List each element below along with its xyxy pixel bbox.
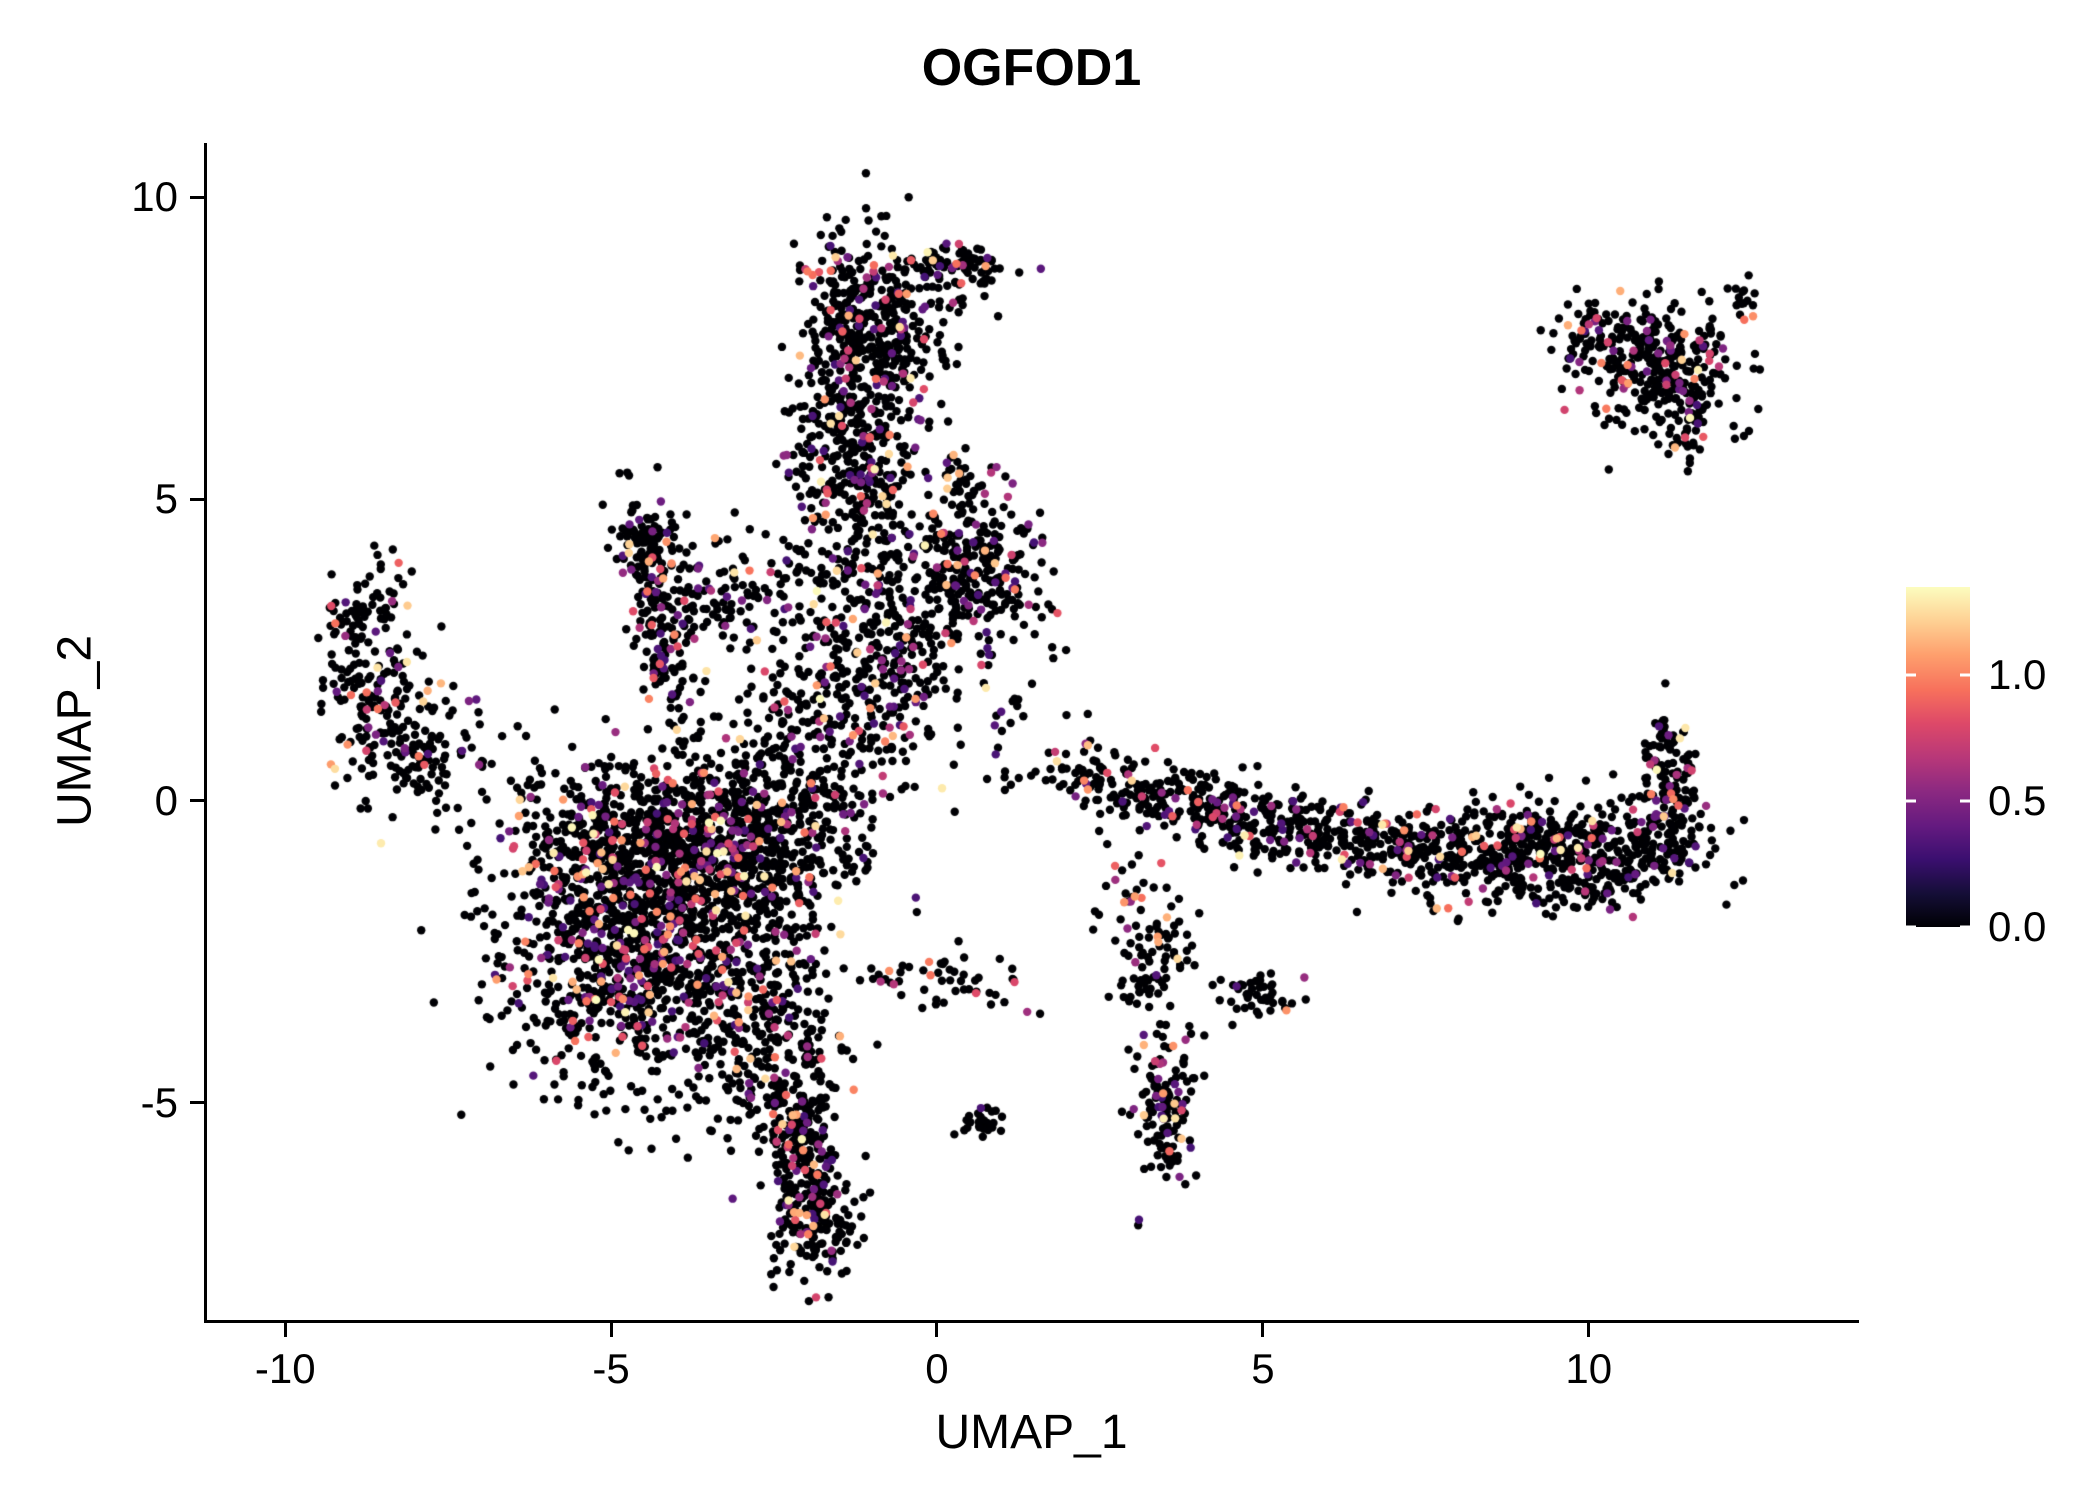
x-tick-label: 0 xyxy=(925,1345,949,1392)
x-tick-label: -5 xyxy=(592,1345,630,1392)
scatter-points-canvas xyxy=(207,143,1856,1320)
y-axis-line xyxy=(204,143,207,1323)
x-tick-mark xyxy=(935,1323,939,1337)
x-tick-mark xyxy=(1587,1323,1591,1337)
colorbar-tick-label: 0.0 xyxy=(1988,903,2047,950)
colorbar-tick-mark xyxy=(1960,799,1970,803)
x-tick-label: -10 xyxy=(254,1345,316,1392)
y-tick-mark xyxy=(190,1101,204,1105)
colorbar-tick-label: 0.5 xyxy=(1988,777,2047,825)
x-axis-line xyxy=(204,1320,1859,1323)
x-tick-label: 5 xyxy=(1251,1345,1275,1392)
x-axis-label: UMAP_1 xyxy=(935,1406,1128,1459)
colorbar-tick-label: 1.0 xyxy=(1988,651,2047,699)
y-tick-label: -5 xyxy=(140,1078,178,1126)
colorbar: 0.0 0.5 1.0 xyxy=(1906,587,2100,950)
y-tick-mark xyxy=(190,195,204,199)
y-tick-label: 5 xyxy=(154,475,178,523)
colorbar-tick-mark xyxy=(1906,925,1916,929)
x-tick-mark xyxy=(609,1323,613,1337)
colorbar-tick-mark xyxy=(1906,673,1916,677)
colorbar-tick-mark xyxy=(1960,925,1970,929)
y-tick-mark xyxy=(190,497,204,501)
colorbar-gradient xyxy=(1906,587,1970,927)
y-axis-label: UMAP_2 xyxy=(48,634,102,828)
y-tick-label: 0 xyxy=(154,776,178,824)
x-tick-mark xyxy=(1261,1323,1265,1337)
colorbar-tick-mark xyxy=(1906,799,1916,803)
colorbar-tick-mark xyxy=(1960,673,1970,677)
y-tick-label: 10 xyxy=(131,173,178,221)
y-tick-mark xyxy=(190,799,204,803)
x-tick-label: 10 xyxy=(1565,1345,1613,1392)
plot-title: OGFOD1 xyxy=(921,39,1142,97)
x-tick-mark xyxy=(283,1323,287,1337)
